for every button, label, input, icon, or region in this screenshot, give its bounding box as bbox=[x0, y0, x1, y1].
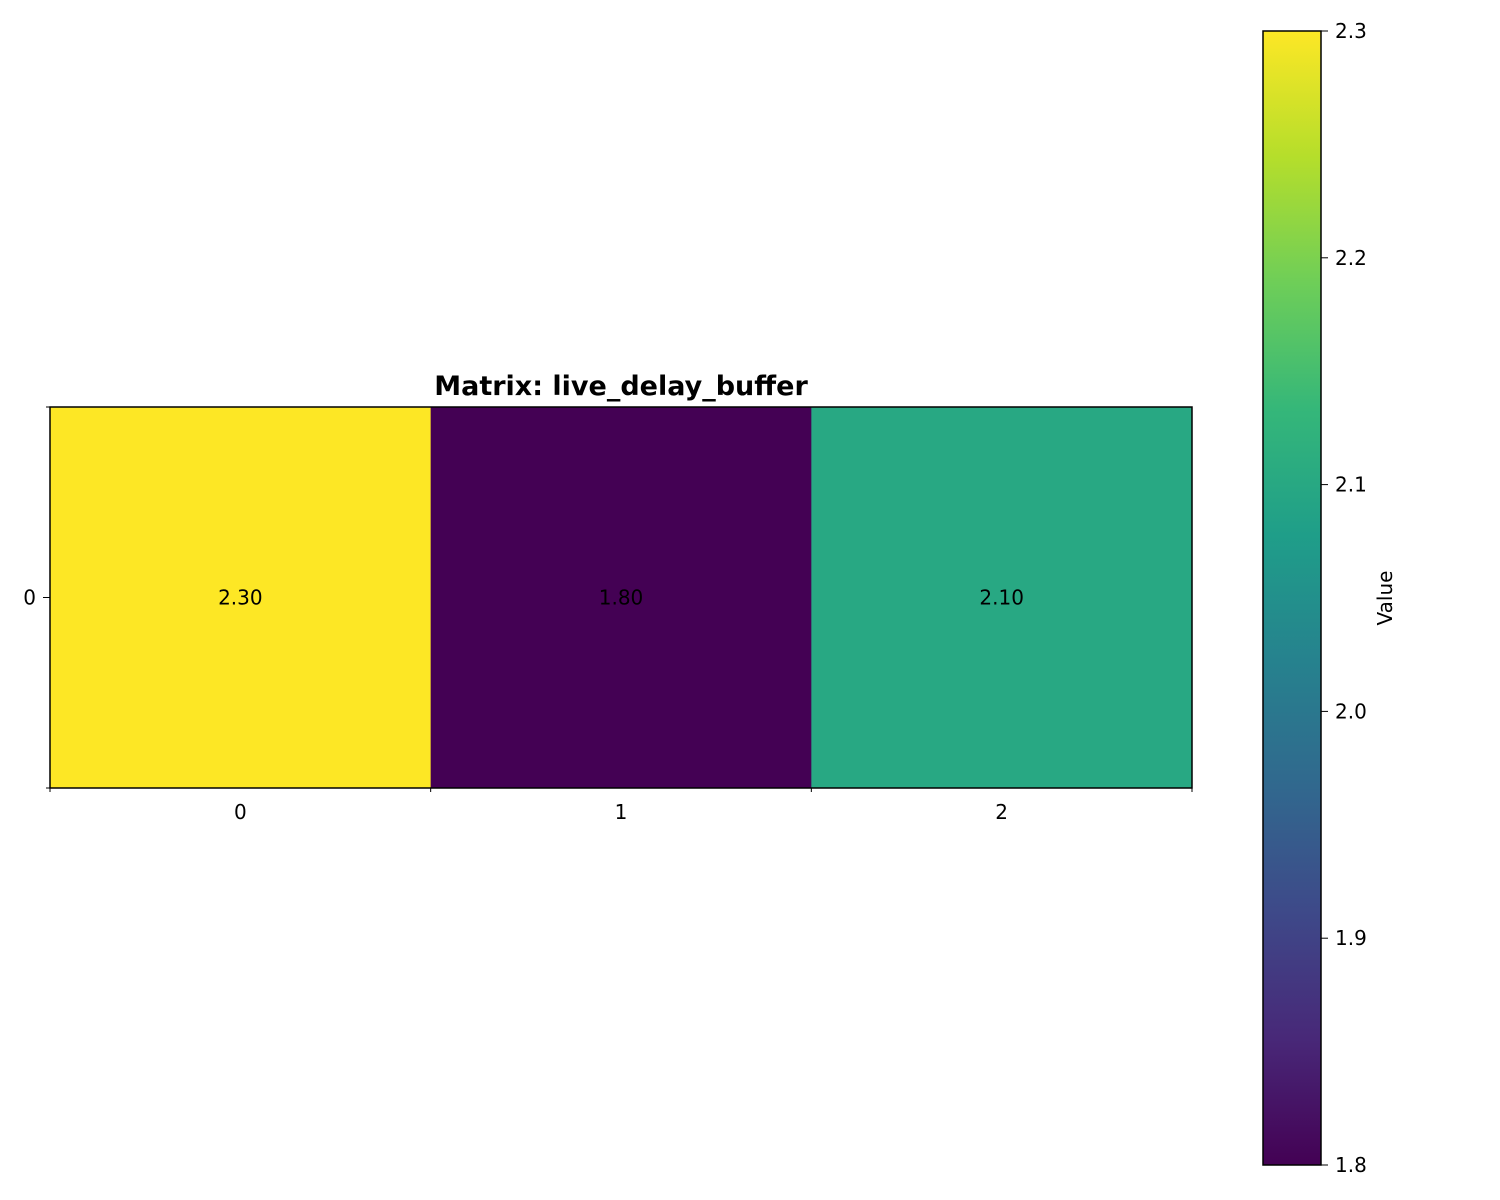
heatmap-cell bbox=[430, 407, 812, 789]
colorbar bbox=[1262, 30, 1322, 1166]
x-tick-label: 1 bbox=[615, 800, 628, 824]
x-axis: 0 1 2 bbox=[49, 788, 1193, 824]
colorbar-ticks: 1.8 1.9 2.0 2.1 2.2 2.3 bbox=[1321, 19, 1367, 1177]
colorbar-label: Value bbox=[1373, 571, 1397, 626]
colorbar-tick-label: 2.0 bbox=[1335, 699, 1367, 723]
colorbar-tick-label: 2.2 bbox=[1335, 246, 1367, 270]
cell-value-label: 2.30 bbox=[218, 586, 263, 610]
heatmap-cell bbox=[50, 407, 432, 789]
colorbar-tick-label: 1.8 bbox=[1335, 1153, 1367, 1177]
heatmap-cell-labels: 2.30 1.80 2.10 bbox=[218, 586, 1024, 610]
chart-title: Matrix: live_delay_buffer bbox=[434, 371, 808, 402]
heatmap-cell bbox=[811, 407, 1193, 789]
heatmap-cells bbox=[50, 407, 1193, 789]
x-tick-label: 2 bbox=[995, 800, 1008, 824]
colorbar-tick-label: 2.1 bbox=[1335, 473, 1367, 497]
colorbar-tick-label: 1.9 bbox=[1335, 926, 1367, 950]
cell-value-label: 2.10 bbox=[979, 586, 1024, 610]
cell-value-label: 1.80 bbox=[599, 586, 644, 610]
y-tick-label: 0 bbox=[23, 586, 36, 610]
y-axis: 0 bbox=[23, 406, 50, 789]
x-tick-label: 0 bbox=[234, 800, 247, 824]
colorbar-tick-label: 2.3 bbox=[1335, 19, 1367, 43]
